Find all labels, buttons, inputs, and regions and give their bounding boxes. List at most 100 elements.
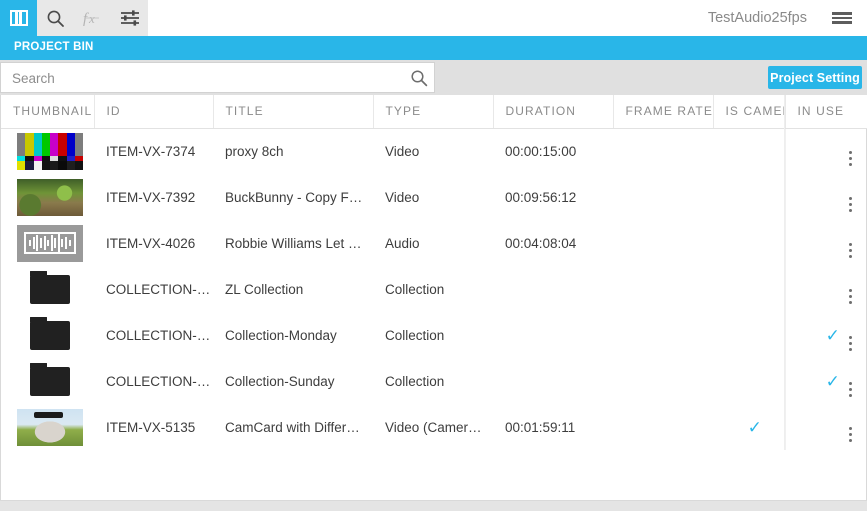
cell-title: ZL Collection: [225, 281, 304, 297]
column-header-type[interactable]: TYPE: [373, 95, 494, 129]
hamburger-menu-icon[interactable]: [823, 0, 867, 36]
sliders-settings-icon-button[interactable]: [111, 0, 148, 36]
cell-title: BuckBunny - Copy F…: [225, 189, 363, 205]
table-row[interactable]: COLLECTION-… Collection-Sunday Collectio…: [1, 358, 867, 404]
cell-type: Video (Camer…: [385, 419, 482, 435]
search-icon[interactable]: [410, 69, 428, 87]
tab-project-bin[interactable]: PROJECT BIN: [14, 41, 94, 53]
search-icon: [47, 10, 64, 27]
row-menu-icon[interactable]: [840, 150, 860, 168]
thumbnail-cartoon: [17, 408, 83, 446]
panel-layout-icon-button[interactable]: [0, 0, 37, 36]
row-menu-icon[interactable]: [840, 288, 860, 306]
column-header-duration[interactable]: DURATION: [493, 95, 614, 129]
in-use-check-icon: ✓: [825, 371, 840, 391]
cell-thumbnail: [1, 266, 94, 312]
column-divider-in-use: [784, 95, 785, 450]
is-camera-check-icon: ✓: [747, 417, 762, 437]
cell-type: Collection: [385, 327, 445, 343]
row-menu-icon[interactable]: [840, 381, 860, 399]
cell-duration: [493, 358, 613, 404]
toolbar-icon-group: f x: [0, 0, 148, 36]
cell-type: Collection: [385, 373, 445, 389]
thumbnail-folder: [17, 270, 83, 308]
cell-frame-rate: [613, 312, 713, 358]
table-row[interactable]: COLLECTION-… ZL Collection Collection: [1, 266, 867, 312]
cell-is-camera: [713, 358, 786, 404]
thumbnail-color-bars: [17, 132, 83, 170]
folder-icon: [30, 362, 70, 396]
row-menu-icon[interactable]: [840, 426, 860, 444]
cell-is-camera: [713, 266, 786, 312]
project-bin-table-panel: THUMBNAIL ID TITLE TYPE DURATION FRAME R…: [0, 95, 867, 501]
column-header-frame-rate[interactable]: FRAME RATE: [613, 95, 714, 129]
thumbnail-audio-waveform: [17, 224, 83, 262]
cell-is-camera: [713, 312, 786, 358]
cell-thumbnail: [1, 404, 94, 450]
cell-id: ITEM-VX-7374: [106, 143, 196, 159]
folder-icon: [30, 270, 70, 304]
cell-id: ITEM-VX-7392: [106, 189, 196, 205]
row-menu-icon[interactable]: [840, 196, 860, 214]
cell-duration: 00:01:59:11: [505, 419, 576, 435]
table-row[interactable]: COLLECTION-… Collection-Monday Collectio…: [1, 312, 867, 358]
sliders-settings-icon: [120, 10, 139, 26]
cell-title: proxy 8ch: [225, 143, 284, 159]
table-body: ITEM-VX-7374 proxy 8ch Video 00:00:15:00: [1, 128, 867, 450]
cell-id: ITEM-VX-4026: [106, 235, 196, 251]
toolbar-spacer: [148, 0, 708, 36]
folder-icon: [30, 316, 70, 350]
cell-id: ITEM-VX-5135: [106, 419, 196, 435]
cell-title: Collection-Sunday: [225, 373, 335, 389]
cell-is-camera: ✓: [713, 404, 786, 450]
cell-frame-rate: [613, 404, 713, 450]
table-row[interactable]: ITEM-VX-4026 Robbie Williams Let … Audio…: [1, 220, 867, 266]
column-header-thumbnail[interactable]: THUMBNAIL: [1, 95, 95, 129]
table-row[interactable]: ITEM-VX-5135 CamCard with Differ… Video …: [1, 404, 867, 450]
thumbnail-folder: [17, 362, 83, 400]
table-row[interactable]: ITEM-VX-7374 proxy 8ch Video 00:00:15:00: [1, 128, 867, 174]
effects-fx-icon-button[interactable]: f x: [74, 0, 111, 36]
table-row[interactable]: ITEM-VX-7392 BuckBunny - Copy F… Video 0…: [1, 174, 867, 220]
column-header-in-use[interactable]: IN USE: [785, 95, 867, 129]
cell-frame-rate: [613, 358, 713, 404]
project-setting-button[interactable]: Project Setting: [768, 66, 862, 89]
project-bin-table: THUMBNAIL ID TITLE TYPE DURATION FRAME R…: [1, 95, 867, 450]
cell-frame-rate: [613, 128, 713, 174]
effects-fx-icon: f x: [83, 11, 99, 27]
cell-in-use: ✓: [785, 358, 867, 404]
in-use-check-icon: ✓: [825, 325, 840, 345]
search-input[interactable]: [10, 66, 409, 91]
cell-thumbnail: [1, 358, 94, 404]
cell-duration: [493, 312, 613, 358]
cell-duration: 00:09:56:12: [505, 189, 577, 205]
cell-is-camera: [713, 174, 786, 220]
cell-id: COLLECTION-…: [106, 373, 211, 389]
thumbnail-nature: [17, 178, 83, 216]
cell-thumbnail: [1, 220, 94, 266]
row-menu-icon[interactable]: [840, 335, 860, 353]
cell-thumbnail: [1, 174, 94, 220]
cell-title: CamCard with Differ…: [225, 419, 360, 435]
row-menu-icon[interactable]: [840, 242, 860, 260]
cell-in-use: [785, 174, 867, 220]
cell-frame-rate: [613, 220, 713, 266]
tab-bar: [0, 36, 867, 60]
cell-type: Video: [385, 143, 420, 159]
cell-is-camera: [713, 128, 786, 174]
search-icon-button[interactable]: [37, 0, 74, 36]
waveform-icon: [24, 231, 76, 255]
column-header-is-camera[interactable]: IS CAMERA: [713, 95, 786, 129]
top-toolbar: f x TestAudio25fps: [0, 0, 867, 36]
cell-frame-rate: [613, 174, 713, 220]
cell-duration: 00:04:08:04: [505, 235, 577, 251]
panel-layout-icon: [9, 10, 28, 26]
column-header-title[interactable]: TITLE: [213, 95, 374, 129]
cell-title: Robbie Williams Let …: [225, 235, 362, 251]
cell-id: COLLECTION-…: [106, 281, 211, 297]
cell-frame-rate: [613, 266, 713, 312]
cell-type: Video: [385, 189, 420, 205]
cell-type: Audio: [385, 235, 420, 251]
column-header-id[interactable]: ID: [94, 95, 214, 129]
